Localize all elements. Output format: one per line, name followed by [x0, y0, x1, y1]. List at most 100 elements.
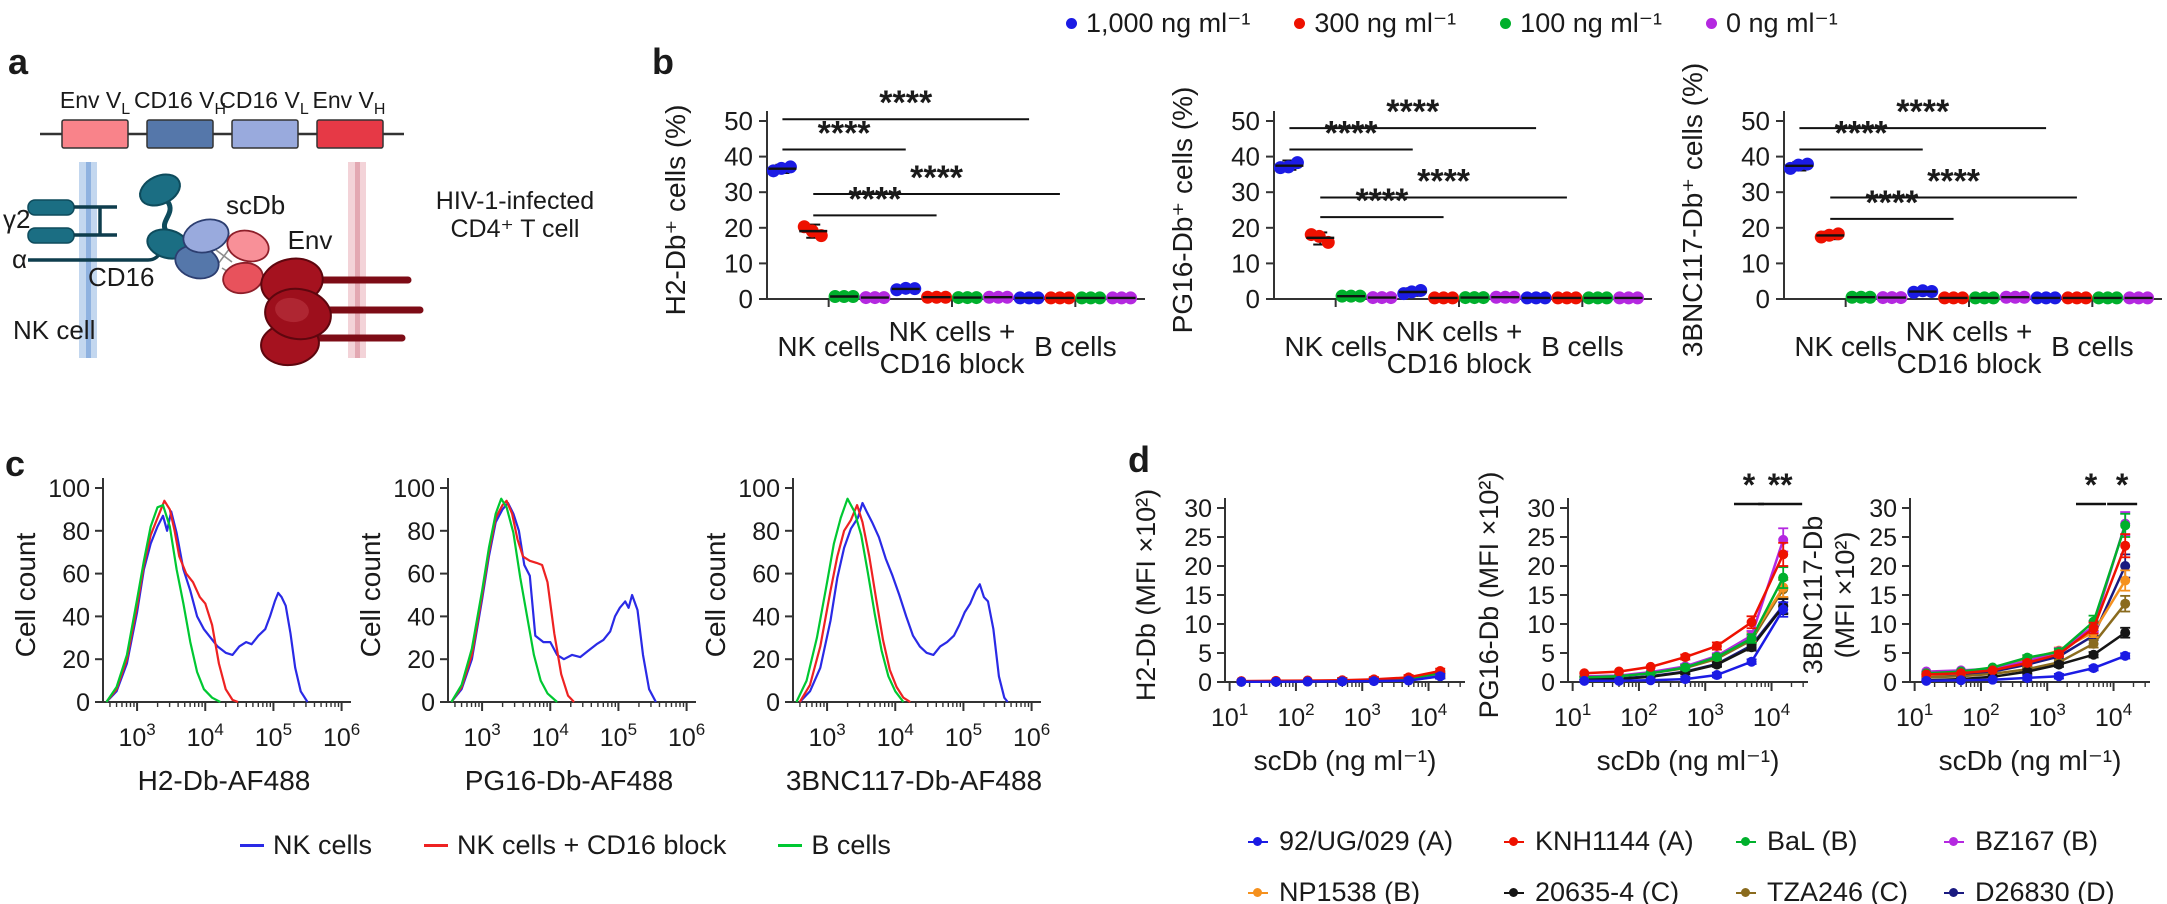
svg-text:3BNC117-Db: 3BNC117-Db	[1798, 516, 1828, 675]
legend-item: NP1538 (B)	[1248, 877, 1504, 904]
svg-text:H2-Db⁺ cells (%): H2-Db⁺ cells (%)	[660, 105, 691, 316]
construct-box-cd16-vh	[146, 119, 214, 149]
svg-text:50: 50	[1231, 106, 1260, 136]
svg-text:104: 104	[1410, 700, 1447, 732]
legend-dot-icon	[1294, 18, 1306, 29]
svg-text:10: 10	[724, 248, 753, 278]
svg-text:****: ****	[1325, 114, 1379, 152]
svg-text:0: 0	[766, 689, 780, 717]
svg-text:0: 0	[1541, 669, 1555, 697]
svg-text:30: 30	[1527, 495, 1555, 523]
svg-text:15: 15	[1184, 582, 1212, 610]
nk-cell-label: NK cell	[13, 315, 95, 345]
legend-item: 20635-4 (C)	[1504, 877, 1736, 904]
alpha-label: α	[12, 244, 27, 274]
svg-text:scDb (ng ml⁻¹): scDb (ng ml⁻¹)	[1597, 745, 1780, 776]
legend-item: BaL (B)	[1736, 826, 1944, 857]
legend-label: NK cells	[273, 830, 373, 860]
env-label: Env	[288, 225, 333, 255]
svg-text:Cell count: Cell count	[10, 533, 41, 658]
construct-label-cd16-vl: CD16 VL	[219, 87, 309, 118]
svg-text:0: 0	[1756, 284, 1770, 314]
svg-text:10: 10	[1527, 611, 1555, 639]
svg-text:PG16-Db-AF488: PG16-Db-AF488	[465, 765, 674, 796]
svg-text:104: 104	[187, 720, 224, 752]
target-cell-label-line1: HIV-1-infected	[436, 187, 594, 215]
gamma2-label: γ2	[3, 204, 30, 234]
svg-text:100: 100	[393, 475, 435, 503]
svg-text:3BNC117-Db⁺ cells (%): 3BNC117-Db⁺ cells (%)	[1677, 63, 1708, 357]
svg-text:B cells: B cells	[2051, 331, 2133, 362]
svg-text:102: 102	[1962, 700, 1999, 732]
construct-box-env-vh	[316, 119, 384, 149]
svg-text:*: *	[2085, 467, 2098, 503]
svg-text:5: 5	[1883, 640, 1897, 668]
panel-d-label: d	[1128, 439, 1150, 480]
legend-label: NP1538 (B)	[1279, 877, 1421, 904]
svg-text:103: 103	[463, 720, 500, 752]
svg-text:20: 20	[752, 646, 780, 674]
svg-text:15: 15	[1527, 582, 1555, 610]
cd16-domain-top	[139, 173, 181, 207]
panel-c-label: c	[5, 443, 26, 484]
svg-text:0: 0	[76, 689, 90, 717]
svg-text:CD16 block: CD16 block	[1897, 348, 2043, 379]
legend-line-dot-icon	[1504, 887, 1524, 898]
svg-text:40: 40	[752, 603, 780, 631]
target-cell-label-line2: CD4⁺ T cell	[451, 215, 580, 243]
svg-text:60: 60	[62, 561, 90, 589]
svg-text:100: 100	[48, 475, 90, 503]
svg-text:B cells: B cells	[1034, 331, 1116, 362]
svg-text:104: 104	[1753, 700, 1790, 732]
svg-text:10: 10	[1231, 248, 1260, 278]
legend-item: BZ167 (B)	[1944, 826, 2159, 857]
cd16-label: CD16	[88, 262, 154, 292]
svg-text:CD16 block: CD16 block	[880, 348, 1026, 379]
svg-text:103: 103	[1687, 700, 1724, 732]
legend-line-dot-icon	[1944, 887, 1964, 898]
svg-text:105: 105	[255, 720, 292, 752]
legend-item: KNH1144 (A)	[1504, 826, 1736, 857]
svg-text:20: 20	[724, 213, 753, 243]
cell-type-legend: NK cells NK cells + CD16 block B cells	[240, 830, 891, 861]
svg-text:104: 104	[532, 720, 569, 752]
svg-text:30: 30	[1231, 177, 1260, 207]
svg-text:****: ****	[1355, 182, 1409, 220]
svg-text:NK cells: NK cells	[1284, 331, 1387, 362]
svg-text:****: ****	[1386, 93, 1440, 131]
construct-label-cd16-vh: CD16 VH	[134, 87, 226, 118]
svg-text:0: 0	[1246, 284, 1260, 314]
svg-text:103: 103	[2029, 700, 2066, 732]
svg-text:101: 101	[1554, 700, 1591, 732]
svg-text:PG16-Db (MFI ×10²): PG16-Db (MFI ×10²)	[1474, 472, 1504, 719]
scdb-domain-cd16-vl	[182, 218, 230, 254]
svg-text:CD16 block: CD16 block	[1387, 348, 1533, 379]
histogram-3bnc117db-af488: 0 20 40 60 80 100 103 104 105 106 Cell count 3BNC11…	[700, 475, 1050, 796]
svg-text:PG16-Db⁺ cells (%): PG16-Db⁺ cells (%)	[1167, 87, 1198, 334]
svg-text:NK cells +: NK cells +	[889, 316, 1016, 347]
legend-label: 100 ng ml⁻¹	[1520, 8, 1662, 38]
svg-text:20: 20	[1527, 553, 1555, 581]
svg-text:60: 60	[752, 561, 780, 589]
svg-text:106: 106	[668, 720, 705, 752]
cd16-stalk	[161, 200, 173, 234]
svg-text:NK cells +: NK cells +	[1906, 316, 2033, 347]
svg-text:104: 104	[2095, 700, 2132, 732]
legend-dot-icon	[1066, 18, 1077, 29]
legend-line-dot-icon	[1736, 887, 1756, 898]
legend-line-dot-icon	[1248, 836, 1268, 847]
legend-item: B cells	[778, 830, 891, 861]
svg-text:60: 60	[407, 561, 435, 589]
legend-line-icon	[424, 843, 449, 848]
svg-text:102: 102	[1620, 700, 1657, 732]
legend-item: 1,000 ng ml⁻¹	[1066, 8, 1250, 39]
legend-item: 300 ng ml⁻¹	[1294, 8, 1456, 39]
svg-text:50: 50	[1741, 106, 1770, 136]
svg-text:****: ****	[818, 114, 872, 152]
svg-text:30: 30	[1184, 495, 1212, 523]
svg-text:102: 102	[1277, 700, 1314, 732]
svg-text:****: ****	[1896, 93, 1950, 131]
svg-text:40: 40	[62, 603, 90, 631]
